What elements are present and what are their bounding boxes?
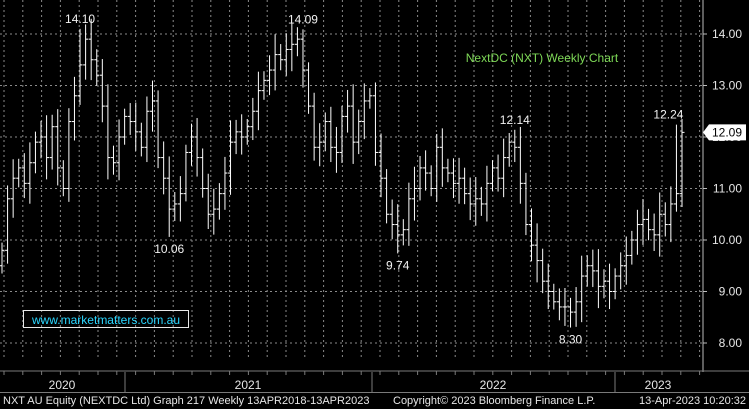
y-tick-label: 9.00 [719, 285, 743, 299]
current-price-tag [703, 124, 746, 141]
price-annotation: 12.24 [653, 108, 683, 122]
footer-security-info: NXT AU Equity (NEXTDC Ltd) Graph 217 Wee… [3, 395, 370, 407]
y-tick-label: 11.00 [713, 182, 742, 196]
price-annotation: 10.06 [154, 242, 184, 256]
ohlc-series [0, 18, 685, 328]
x-tick-label: 2023 [645, 378, 672, 392]
y-tick-label: 10.00 [712, 233, 742, 247]
y-tick-label: 8.00 [719, 336, 743, 350]
y-tick-label: 14.00 [712, 27, 742, 41]
watermark-link[interactable]: www.marketmatters.com.au [23, 310, 189, 328]
x-tick-label: 2022 [480, 378, 507, 392]
x-tick-label: 2021 [235, 378, 262, 392]
chart-title: NextDC (NXT) Weekly Chart [466, 51, 619, 65]
footer-copyright: Copyright© 2023 Bloomberg Finance L.P. [393, 395, 596, 407]
y-tick-label: 13.00 [712, 79, 742, 93]
price-annotation: 8.30 [559, 333, 583, 347]
price-annotation: 9.74 [386, 258, 410, 272]
footer-timestamp: 13-Apr-2023 10:20:32 [638, 395, 746, 407]
price-annotation: 14.10 [65, 12, 95, 26]
x-tick-label: 2020 [49, 378, 76, 392]
price-annotation: 12.14 [500, 113, 530, 127]
footer-bar: NXT AU Equity (NEXTDC Ltd) Graph 217 Wee… [0, 392, 749, 409]
price-annotation: 14.09 [288, 12, 318, 26]
current-price-label: 12.09 [712, 125, 742, 139]
